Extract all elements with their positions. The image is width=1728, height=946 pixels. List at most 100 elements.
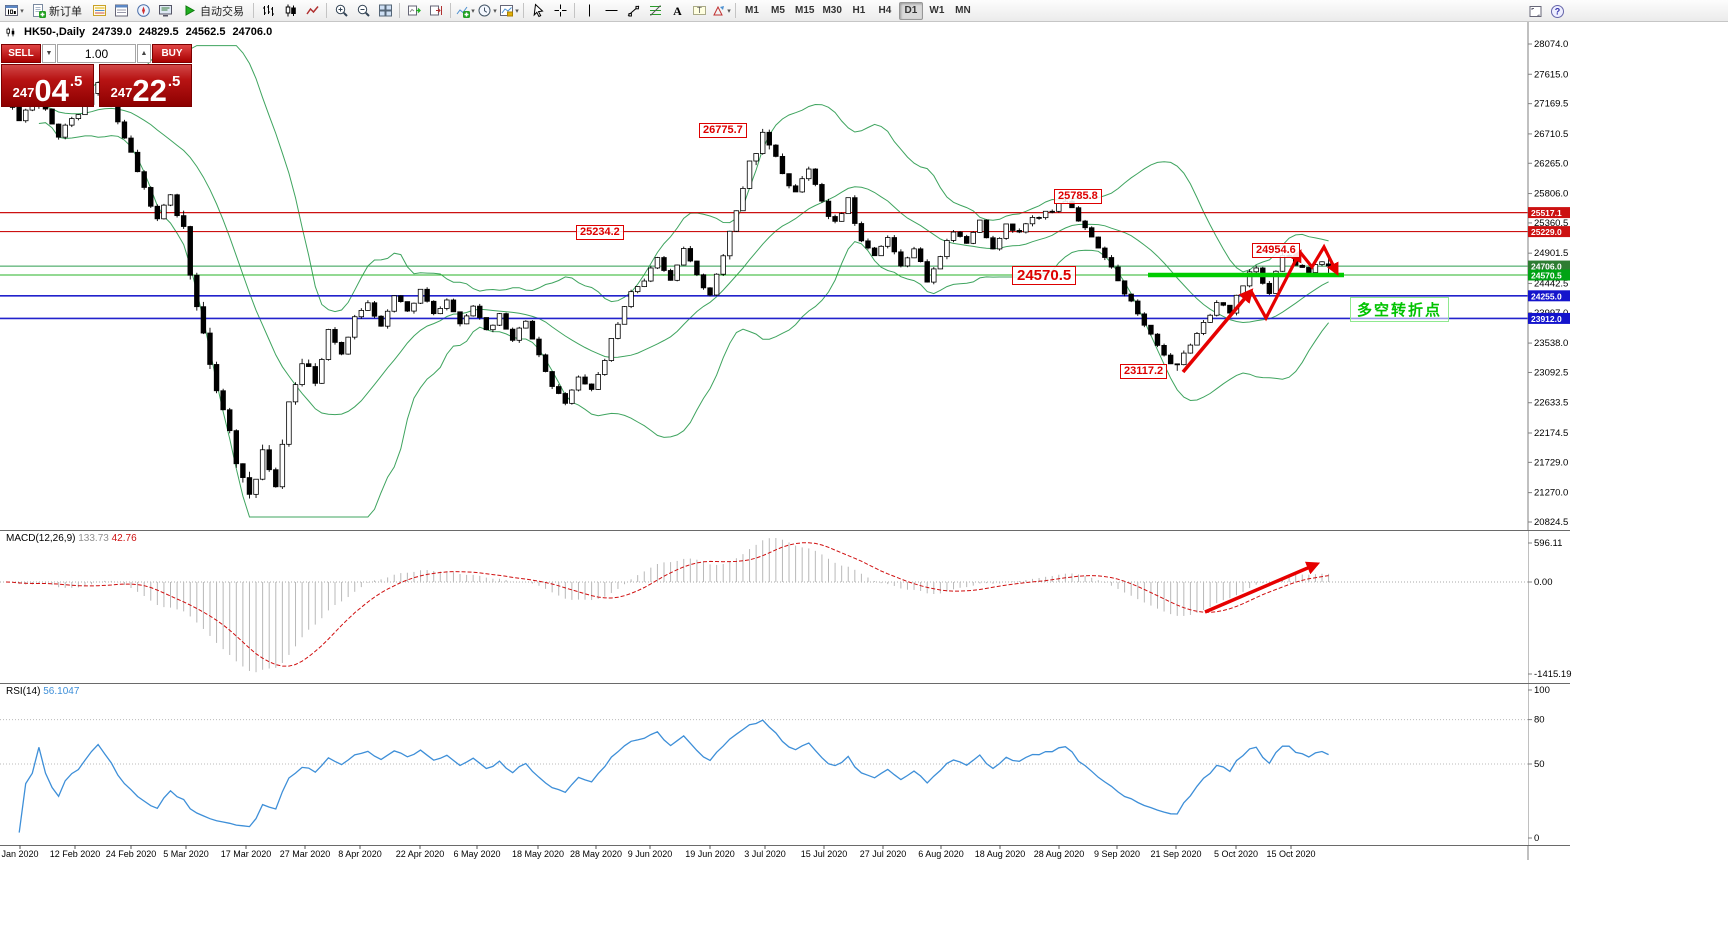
autotrading-button[interactable]: 自动交易 [176,1,250,21]
svg-text:80: 80 [1534,715,1545,726]
svg-text:24706.0: 24706.0 [1531,262,1562,272]
terminal-icon[interactable] [154,1,176,21]
new-order-button[interactable]: 新订单 [25,1,88,21]
dropdown-arrow-icon: ▾ [20,7,24,15]
macd-trend-arrow[interactable] [1204,561,1321,614]
trendline-icon[interactable] [622,1,644,21]
timeframe-m15-button[interactable]: M15 [795,5,815,16]
horizontal-line-icon[interactable] [600,1,622,21]
svg-text:100: 100 [1534,685,1550,696]
data-window-icon[interactable] [110,1,132,21]
svg-text:26710.5: 26710.5 [1534,129,1568,140]
svg-text:27615.0: 27615.0 [1534,69,1568,80]
svg-text:22174.5: 22174.5 [1534,428,1568,439]
buy-price-fraction: .5 [167,73,181,90]
chart-shift-icon[interactable] [425,1,447,21]
crosshair-icon[interactable] [549,1,571,21]
timeframe-d1-button[interactable]: D1 [898,1,923,20]
trend-arrows[interactable] [1181,243,1339,374]
rsi-indicator-label: RSI(14) 56.1047 [4,686,82,697]
svg-text:25517.1: 25517.1 [1531,208,1562,218]
timeframe-m1-button[interactable]: M1 [745,5,759,16]
volume-input[interactable]: 1.00 [57,44,136,63]
annotation-text[interactable]: 多空转折点 [1350,297,1450,322]
sell-price-display[interactable]: 247 04.5 [1,64,94,107]
cursor-icon[interactable] [527,1,549,21]
periods-icon[interactable]: ▾ [476,1,498,21]
sell-price-prefix: 247 [12,85,35,100]
svg-text:21270.0: 21270.0 [1534,488,1568,499]
rsi-panel: 100 80 50 0 [0,684,1550,845]
zoom-in-icon[interactable] [330,1,352,21]
one-click-trading-panel: SELL ▼ 1.00 ▲ BUY 247 04.5 247 22.5 [1,44,192,107]
dropdown-arrow-icon: ▾ [727,7,731,15]
text-label-icon[interactable]: T [688,1,710,21]
price-annotation[interactable]: 26775.7 [699,123,747,138]
svg-text:24570.5: 24570.5 [1531,271,1562,281]
line-chart-icon[interactable] [301,1,323,21]
price-annotation[interactable]: 25234.2 [576,225,624,240]
toolbar-separator [574,3,575,18]
buy-price-display[interactable]: 247 22.5 [99,64,192,107]
sell-button[interactable]: SELL [1,44,41,63]
price-annotation[interactable]: 24954.6 [1252,243,1300,258]
fullscreen-icon[interactable] [1524,1,1546,21]
new-chart-icon[interactable]: ▾ [3,1,25,21]
timeframe-m5-button[interactable]: M5 [771,5,785,16]
svg-text:3 Jul 2020: 3 Jul 2020 [744,849,786,859]
price-annotation[interactable]: 23117.2 [1120,364,1168,379]
svg-text:25360.5: 25360.5 [1534,218,1568,229]
macd-histogram[interactable] [6,538,1330,673]
svg-text:A: A [673,4,682,18]
rsi-line[interactable] [18,719,1329,833]
bar-chart-icon[interactable] [257,1,279,21]
macd-plot-area[interactable] [0,531,1528,683]
time-axis[interactable]: Jan 2020 12 Feb 2020 24 Feb 2020 5 Mar 2020… [1,845,1316,859]
price-tag [1528,269,1570,281]
price-annotation[interactable]: 25785.8 [1054,189,1102,204]
svg-text:24255.0: 24255.0 [1531,291,1562,301]
zoom-out-icon[interactable] [352,1,374,21]
tile-windows-icon[interactable] [374,1,396,21]
timeframe-h1-button[interactable]: H1 [852,5,866,16]
buy-button[interactable]: BUY [152,44,192,63]
navigator-icon[interactable] [132,1,154,21]
help-icon[interactable]: ? [1546,1,1568,21]
svg-text:22 Apr 2020: 22 Apr 2020 [396,849,445,859]
timeframe-m30-button[interactable]: M30 [822,5,842,16]
auto-scroll-icon[interactable] [403,1,425,21]
templates-icon[interactable]: ▾ [498,1,520,21]
svg-text:26265.0: 26265.0 [1534,158,1568,169]
svg-text:17 Mar 2020: 17 Mar 2020 [221,849,272,859]
svg-text:25229.0: 25229.0 [1531,227,1562,237]
svg-text:25806.0: 25806.0 [1534,189,1568,200]
fibonacci-icon[interactable] [644,1,666,21]
volume-up-button[interactable]: ▲ [137,44,151,63]
svg-text:23538.0: 23538.0 [1534,338,1568,349]
svg-text:28 Aug 2020: 28 Aug 2020 [1034,849,1085,859]
market-watch-icon[interactable] [88,1,110,21]
svg-text:8 Apr 2020: 8 Apr 2020 [338,849,382,859]
sell-price-fraction: .5 [69,73,83,90]
svg-text:24901.5: 24901.5 [1534,248,1568,259]
toolbar-separator [326,3,327,18]
svg-text:T: T [697,6,702,15]
vertical-line-icon[interactable] [578,1,600,21]
timeframe-w1-button[interactable]: W1 [929,5,945,16]
macd-indicator-label: MACD(12,26,9) 133.73 42.76 [4,533,139,544]
toolbar-separator [399,3,400,18]
candles[interactable] [3,80,1332,499]
rsi-plot-area[interactable] [0,684,1528,845]
svg-text:6 May 2020: 6 May 2020 [453,849,500,859]
text-icon[interactable]: A [666,1,688,21]
price-annotation[interactable]: 24570.5 [1012,266,1077,285]
shapes-icon[interactable]: ▾ [710,1,732,21]
timeframe-mn-button[interactable]: MN [955,5,971,16]
svg-text:6 Aug 2020: 6 Aug 2020 [918,849,964,859]
macd-signal-line[interactable] [5,542,1329,667]
candlestick-chart-icon[interactable] [279,1,301,21]
volume-down-button[interactable]: ▼ [42,44,56,63]
timeframe-h4-button[interactable]: H4 [878,5,892,16]
indicators-icon[interactable]: ▾ [454,1,476,21]
